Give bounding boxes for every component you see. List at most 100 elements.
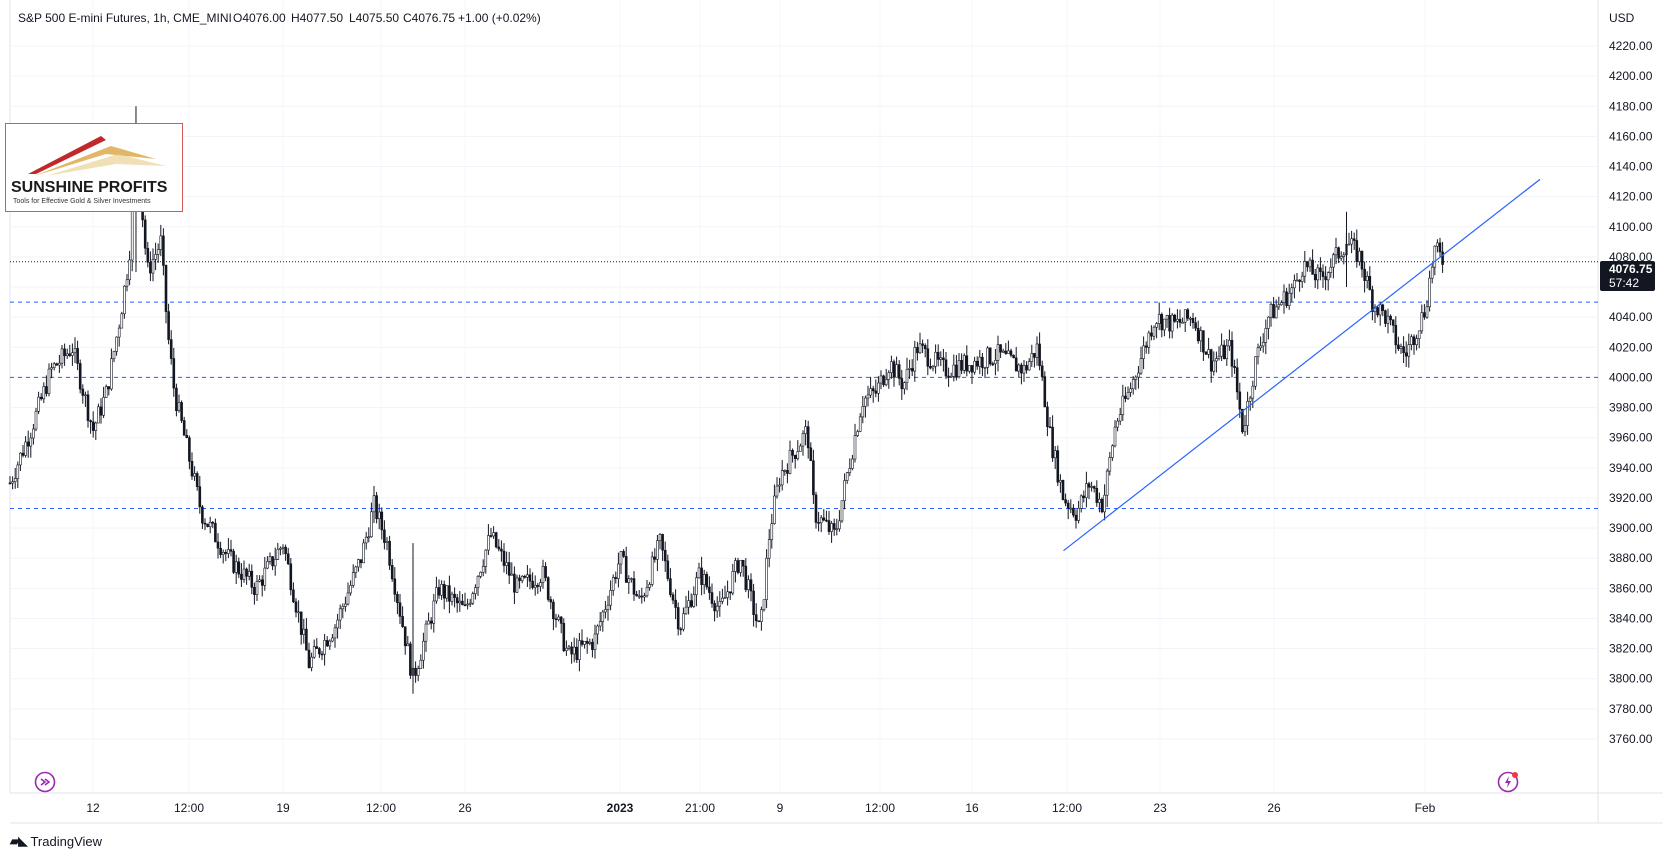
candle-body [588,641,592,644]
candle-body [206,523,209,527]
candle-body [357,559,360,568]
candle-body [1376,307,1379,316]
time-tick-label: 12:00 [1052,801,1082,815]
candle-body [734,560,737,572]
candle-body [71,352,74,356]
candle-body [1030,353,1034,362]
candle-body [281,546,285,549]
price-tick-label: 4200.00 [1609,69,1653,83]
price-tick-label: 4000.00 [1609,370,1653,384]
candle-body [97,406,100,424]
candle-body [1389,315,1392,321]
candle-body [700,567,703,585]
candle-body [260,579,264,586]
candle-body [1230,339,1234,367]
candle-body [1433,245,1437,268]
candle-body [1178,318,1182,323]
candle-body [1202,330,1205,353]
time-axis[interactable]: 12 12:00 19 12:00 26 2023 21:00 9 12:00 16 12:00 23… [86,801,1435,815]
candle-body [55,363,59,366]
candle-body [622,551,625,557]
footer[interactable]: ▰◣ TradingView [10,832,102,850]
candle-body [988,347,992,365]
candle-body [669,578,672,595]
trendline[interactable] [1063,178,1541,552]
candle-body [705,574,709,588]
candle-body [1155,323,1158,328]
candle-body [593,633,597,650]
candle-body [76,348,79,364]
candle-body [52,363,56,368]
candle-body [497,546,501,550]
candle-body [752,590,755,615]
price-tick-label: 4120.00 [1609,190,1653,204]
candle-body [830,523,833,532]
candle-body [26,441,30,447]
candle-body [237,561,241,575]
candle-body [448,585,451,602]
candle-body [1371,289,1374,313]
replay-icon[interactable] [34,771,56,793]
price-tick-label: 3900.00 [1609,521,1653,535]
candle-body [505,562,508,566]
candle-body [1126,392,1130,399]
candle-body [783,470,787,472]
candle-body [1347,243,1351,246]
candle-body [1337,247,1340,259]
candle-body [864,397,867,407]
ohlc-change: +1.00 (+0.02%) [458,11,541,25]
candle-body [16,464,20,479]
candle-body [180,402,183,421]
candle-body [523,575,527,578]
candle-body [1342,254,1346,257]
candle-body [1134,376,1138,380]
candle-body [1272,304,1275,319]
candle-body [1248,397,1252,402]
ascending-trendline[interactable] [1063,178,1541,552]
candle-body [245,568,248,577]
footer-brand[interactable]: TradingView [30,833,103,849]
candle-body [614,577,618,579]
candle-body [900,378,904,390]
candle-body [1290,287,1294,294]
candle-body [427,620,430,625]
lightning-icon[interactable] [1497,771,1519,793]
candle-body [1113,426,1117,447]
candle-body [1321,271,1325,277]
candle-body [1147,332,1151,348]
candle-body [557,616,560,620]
candle-body [645,587,649,597]
candle-body [1105,470,1109,496]
logo-title: SUNSHINE PROFITS [11,179,168,196]
candle-body [596,625,599,635]
candle-body [895,364,898,378]
candle-body [1116,420,1119,428]
candle-body [1040,365,1044,377]
candle-body [162,235,165,266]
candle-body [1428,277,1431,308]
candle-body [936,351,940,360]
candle-body [970,365,974,373]
candle-body [1095,488,1099,503]
candle-body [110,358,113,390]
price-tick-label: 3920.00 [1609,491,1653,505]
candle-body [1316,267,1320,281]
candle-body [91,421,95,431]
candle-body [154,254,157,260]
candle-body [591,641,594,650]
candle-body [890,361,893,373]
candle-body [471,593,475,604]
candle-body [1004,350,1008,354]
candle-body [728,591,732,594]
candle-body [544,566,547,578]
candle-body [994,360,997,365]
price-axis[interactable]: 3760.00 3780.00 3800.00 3820.00 3840.00 3860.… [1609,39,1653,746]
candle-body [414,667,417,676]
candle-body [1129,388,1132,393]
candle-body [211,521,215,524]
candle-body [1051,426,1054,459]
candle-body [723,597,727,599]
candle-body [1061,480,1065,500]
